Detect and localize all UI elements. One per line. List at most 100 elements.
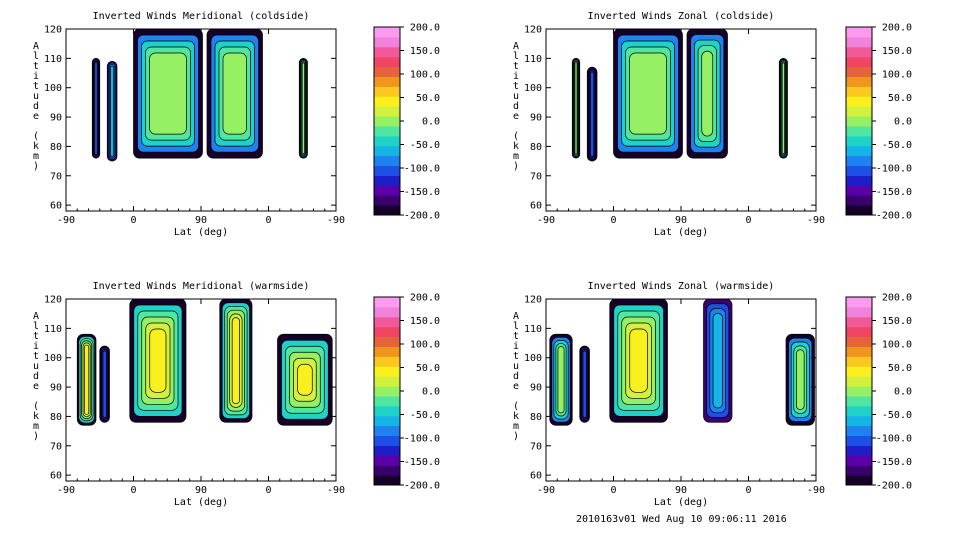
data-cell [129,298,187,423]
colorbar-label: -150.0 [876,187,912,198]
colorbar-swatch [374,185,400,196]
x-tick-label: 90 [195,485,207,496]
colorbar-swatch [374,297,400,308]
colorbar-swatch [846,145,872,157]
contour-band [110,65,115,157]
x-tick-label: 0 [130,485,136,496]
colorbar-label: 150.0 [410,46,440,57]
colorbar-swatch [374,346,400,357]
y-tick-label: 60 [530,471,542,482]
colorbar-swatch [374,306,400,318]
colorbar-swatch [846,455,872,466]
colorbar-swatch [846,165,872,176]
colorbar-label: 50.0 [888,93,912,104]
data-cell [133,28,203,159]
colorbar-swatch [846,386,872,397]
colorbar-swatch [374,425,400,437]
y-tick-label: 110 [524,324,542,335]
x-tick-label: 0 [610,215,616,226]
contour-band [94,61,98,155]
colorbar-swatch [374,116,400,127]
x-tick-label: 90 [675,485,687,496]
colorbar-swatch [374,366,400,377]
colorbar-swatch [846,86,872,97]
colorbar-label: 0.0 [894,387,912,398]
colorbar-label: 0.0 [422,387,440,398]
colorbar-swatch [846,56,872,68]
colorbar-swatch [374,56,400,68]
data-cell [686,28,728,159]
x-tick-label: 90 [675,215,687,226]
colorbar-label: 0.0 [894,117,912,128]
data-cell [219,298,253,423]
contour-band [701,50,714,137]
chart-panel-2: Inverted Winds Zonal (coldside) -90 0 90 0 -9… [513,11,912,238]
colorbar-swatch [374,66,400,77]
contour-band [102,350,107,418]
y-tick-label: 80 [530,412,542,423]
colorbar-swatch [374,356,400,367]
colorbar-swatch [374,46,400,58]
x-tick-label: 0 [265,485,271,496]
colorbar-label: -50.0 [882,140,912,151]
colorbar-swatch [374,386,400,397]
colorbar-label: -100.0 [876,434,912,445]
y-tick-label: 90 [530,113,542,124]
colorbar-label: 100.0 [410,340,440,351]
colorbar-swatch [374,405,400,417]
colorbar-swatch [374,475,400,486]
colorbar-swatch [374,376,400,387]
chart-title: Inverted Winds Meridional (coldside) [93,11,310,22]
data-cell [778,58,788,159]
y-tick-label: 110 [44,54,62,65]
chart-panel-3: Inverted Winds Meridional (warmside) -90 0… [33,281,440,508]
data-cell [785,333,815,426]
y-tick-label: 70 [530,171,542,182]
colorbar-swatch [846,465,872,476]
colorbar-swatch [374,195,400,206]
contour-band [149,328,167,393]
y-tick-label: 100 [44,83,62,94]
colorbar-swatch [374,86,400,97]
contour-band [231,317,240,405]
colorbar: 200.0 150.0 100.0 50.0 0.0 -50.0 -100.0 -150.0 -… [845,293,912,492]
data-cell [549,333,573,426]
chart-panel-4: Inverted Winds Zonal (warmside) -90 0 90 0 -9… [513,281,912,508]
x-tick-label: -90 [57,485,75,496]
colorbar-label: 0.0 [422,117,440,128]
colorbar-swatch [846,155,872,167]
colorbar-swatch [374,336,400,347]
colorbar: 200.0 150.0 100.0 50.0 0.0 -50.0 -100.0 -150.0 -… [845,23,912,222]
chart-panel-1: Inverted Winds Meridional (coldside) -90 0… [33,11,440,238]
colorbar-label: -200.0 [876,481,912,492]
colorbar-swatch [846,336,872,347]
contour-band [84,344,90,415]
colorbar-swatch [374,326,400,338]
colorbar-label: 200.0 [410,293,440,304]
x-tick-label: -90 [537,485,555,496]
colorbar-swatch [374,106,400,117]
colorbar-swatch [374,27,400,38]
colorbar-swatch [846,297,872,308]
colorbar-swatch [846,175,872,186]
y-tick-label: 110 [44,324,62,335]
colorbar-swatch [846,36,872,48]
colorbar-swatch [846,316,872,328]
colorbar-swatch [374,145,400,157]
y-tick-label: 100 [44,353,62,364]
colorbar-swatch [846,415,872,427]
colorbar-swatch [374,316,400,328]
contour-band [574,62,578,155]
y-tick-label: 70 [530,441,542,452]
y-tick-label: 60 [530,201,542,212]
colorbar-swatch [374,455,400,466]
colorbar-label: 50.0 [416,93,440,104]
colorbar-label: 150.0 [410,316,440,327]
chart-title: Inverted Winds Zonal (coldside) [588,11,775,22]
colorbar-label: 200.0 [410,23,440,34]
contour-band [297,363,313,396]
colorbar-label: -100.0 [404,434,440,445]
colorbar-swatch [846,185,872,196]
data-cell [703,298,733,423]
